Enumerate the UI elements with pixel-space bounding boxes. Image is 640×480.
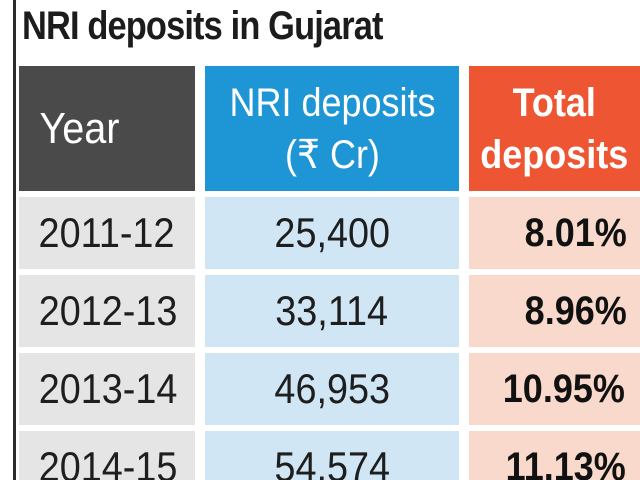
header-total-deposits-label: Total deposits [480, 80, 629, 177]
header-nri-deposits-label: NRI deposits (₹ Cr) [228, 80, 436, 177]
header-year: Year [19, 66, 195, 191]
header-year-label: Year [39, 103, 120, 153]
cell-year: 2012-13 [19, 275, 195, 347]
cell-total-deposits: 8.96% [469, 275, 640, 347]
cell-nri-deposits-text: 33,114 [275, 287, 389, 334]
header-nri-deposits: NRI deposits (₹ Cr) [205, 66, 459, 191]
cell-year-text: 2012-13 [38, 287, 178, 334]
cell-year-text: 2013-14 [38, 365, 178, 412]
chart-title: NRI deposits in Gujarat [22, 4, 383, 48]
cell-total-deposits: 10.95% [469, 353, 640, 425]
cell-year: 2014-15 [19, 431, 195, 480]
cell-nri-deposits: 46,953 [205, 353, 459, 425]
cell-total-deposits: 8.01% [469, 197, 640, 269]
cell-year: 2011-12 [19, 197, 195, 269]
cell-nri-deposits: 25,400 [205, 197, 459, 269]
cell-nri-deposits-text: 46,953 [274, 365, 390, 412]
cell-year: 2013-14 [19, 353, 195, 425]
cell-year-text: 2011-12 [38, 209, 175, 256]
cell-total-deposits-text: 8.01% [524, 210, 627, 255]
cell-total-deposits-text: 10.95% [503, 366, 626, 411]
header-total-deposits: Total deposits [469, 66, 640, 191]
cell-nri-deposits-text: 25,400 [274, 209, 390, 256]
cell-nri-deposits-text: 54,574 [274, 443, 390, 480]
cell-total-deposits-text: 8.96% [524, 288, 627, 333]
cell-total-deposits-text: 11.13% [505, 444, 626, 480]
cell-nri-deposits: 54,574 [205, 431, 459, 480]
left-border-rule [13, 0, 16, 480]
cell-total-deposits: 11.13% [469, 431, 640, 480]
cell-nri-deposits: 33,114 [205, 275, 459, 347]
cell-year-text: 2014-15 [38, 443, 178, 480]
